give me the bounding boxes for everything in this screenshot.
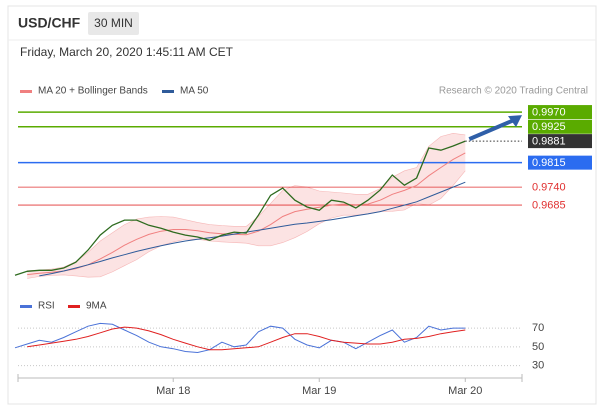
line [14,140,466,276]
forecast-arrow [468,118,515,141]
line [27,170,466,279]
timeframe: 30 MIN [94,16,133,30]
level-label-box [528,105,592,120]
legend-label: MA 50 [180,86,209,97]
legend-swatch [20,305,32,308]
level-label: 0.9881 [532,136,566,148]
symbol: USD/CHF [18,15,81,31]
y-tick-label: 30 [532,360,544,372]
y-tick-label: 50 [532,341,544,353]
level-label: 0.9970 [532,106,566,118]
legend-swatch [68,305,80,308]
level-label: 0.9815 [532,157,566,169]
y-tick-label: 70 [532,322,544,334]
line [14,322,466,354]
level-label-box [528,155,592,170]
forecast-arrowhead [508,115,522,128]
legend-label: RSI [38,301,55,312]
level-label-box [528,134,592,149]
line [27,326,466,351]
legend-label: MA 20 + Bollinger Bands [38,86,148,97]
line [27,152,466,276]
level-label-box [528,119,592,134]
line [39,181,466,277]
x-tick-label: Mar 20 [448,385,482,397]
timeframe-badge [88,12,139,35]
legend-swatch [20,90,32,93]
credit: Research © 2020 Trading Central [439,86,588,97]
line [27,132,466,271]
date: Friday, March 20, 2020 1:45:11 AM CET [20,45,234,59]
level-label: 0.9740 [532,182,566,194]
level-label: 0.9685 [532,199,566,211]
x-tick-label: Mar 19 [302,385,336,397]
legend-swatch [162,90,174,93]
bollinger-band [27,133,466,279]
x-tick-label: Mar 18 [156,385,190,397]
legend-label: 9MA [86,301,107,312]
level-label: 0.9925 [532,121,566,133]
